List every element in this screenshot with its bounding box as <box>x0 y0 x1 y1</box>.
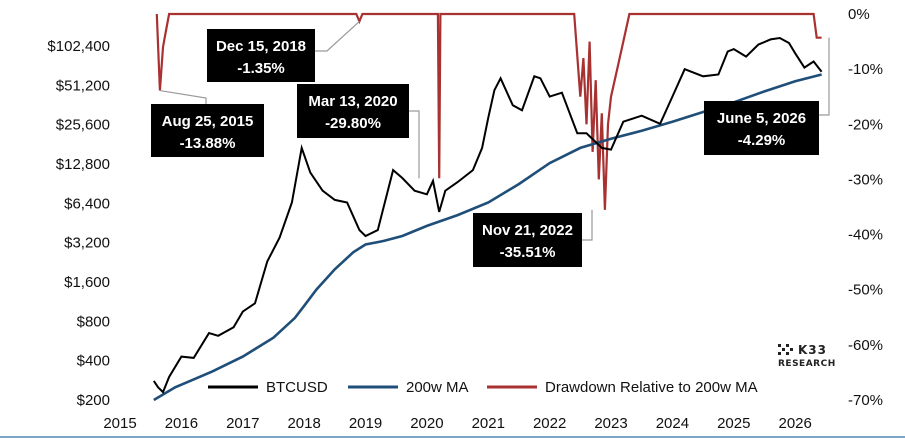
right-axis: 0% -10% -20% -30% -40% -50% -60% -70% <box>848 6 883 409</box>
left-tick-label: $3,200 <box>64 235 110 252</box>
annotations: Dec 15, 2018 -1.35% Aug 25, 2015 -13.88% Mar… <box>151 21 830 267</box>
left-tick-label: $1,600 <box>64 274 110 291</box>
callout-box <box>704 101 819 155</box>
left-tick-label: $102,400 <box>47 38 110 55</box>
callout-date: Nov 21, 2022 <box>482 222 573 239</box>
right-tick-label: -40% <box>848 227 883 244</box>
callout-leader <box>582 209 593 241</box>
left-tick-label: $200 <box>77 392 110 409</box>
left-tick-label: $51,200 <box>56 77 110 94</box>
right-tick-label: 0% <box>848 6 870 23</box>
x-tick-label: 2021 <box>472 415 505 432</box>
callout-leader <box>819 37 830 116</box>
right-tick-label: -30% <box>848 171 883 188</box>
callout-value: -4.29% <box>738 132 786 149</box>
legend-entry: Drawdown Relative to 200w MA <box>545 379 758 396</box>
callout-date: June 5, 2026 <box>717 110 806 127</box>
x-tick-label: 2022 <box>533 415 566 432</box>
right-tick-label: -60% <box>848 337 883 354</box>
left-tick-label: $400 <box>77 353 110 370</box>
x-tick-label: 2017 <box>226 415 259 432</box>
legend-entry: BTCUSD <box>266 379 328 396</box>
x-tick-label: 2023 <box>594 415 627 432</box>
brand-tagline: RESEARCH <box>778 359 836 369</box>
callout-date: Dec 15, 2018 <box>216 38 306 55</box>
callout-value: -29.80% <box>325 115 381 132</box>
logo-dot <box>782 348 785 351</box>
callout-date: Mar 13, 2020 <box>308 93 397 110</box>
x-tick-label: 2018 <box>287 415 320 432</box>
legend: BTCUSD 200w MA Drawdown Relative to 200w M… <box>208 379 758 396</box>
logo-dot <box>778 344 781 347</box>
series-line-drawdown <box>155 12 822 210</box>
callout-box <box>473 213 582 267</box>
callout-value: -1.35% <box>237 60 285 77</box>
x-tick-label: 2019 <box>349 415 382 432</box>
callout-leader <box>159 89 207 104</box>
brand-name: K33 <box>798 343 827 357</box>
x-tick-label: 2025 <box>717 415 750 432</box>
callout-box <box>297 84 409 138</box>
callout-box <box>207 29 315 82</box>
logo-dot <box>790 348 793 351</box>
callout-leader <box>315 21 360 52</box>
left-tick-label: $25,600 <box>56 117 110 134</box>
right-tick-label: -50% <box>848 282 883 299</box>
callout-date: Aug 25, 2015 <box>162 113 254 130</box>
x-tick-label: 2024 <box>656 415 689 432</box>
x-tick-label: 2026 <box>778 415 811 432</box>
series-line-btcusd <box>152 36 823 394</box>
right-tick-label: -70% <box>848 392 883 409</box>
left-tick-label: $800 <box>77 313 110 330</box>
left-tick-label: $12,800 <box>56 156 110 173</box>
callout-value: -35.51% <box>500 244 556 261</box>
plot-area <box>152 12 823 402</box>
right-tick-label: -20% <box>848 116 883 133</box>
x-tick-label: 2020 <box>410 415 443 432</box>
left-tick-label: $6,400 <box>64 195 110 212</box>
x-tick-label: 2015 <box>103 415 136 432</box>
callout-box <box>151 104 264 157</box>
logo-dot <box>778 352 781 355</box>
x-axis: 2015 2016 2017 2018 2019 2020 2021 2022 2023 2024… <box>103 415 812 432</box>
k33-logo-mark <box>778 344 793 355</box>
legend-entry: 200w MA <box>406 379 469 396</box>
callout-leader <box>409 110 420 179</box>
logo-dot <box>786 352 789 355</box>
x-tick-label: 2016 <box>165 415 198 432</box>
callout-value: -13.88% <box>180 135 236 152</box>
right-tick-label: -10% <box>848 61 883 78</box>
series-line-200w-ma <box>153 73 822 402</box>
left-axis: $200 $400 $800 $1,600 $3,200 $6,400 $12,800 $25… <box>47 38 110 409</box>
k33-research-logo: K33 RESEARCH <box>778 343 836 369</box>
logo-dot <box>786 344 789 347</box>
